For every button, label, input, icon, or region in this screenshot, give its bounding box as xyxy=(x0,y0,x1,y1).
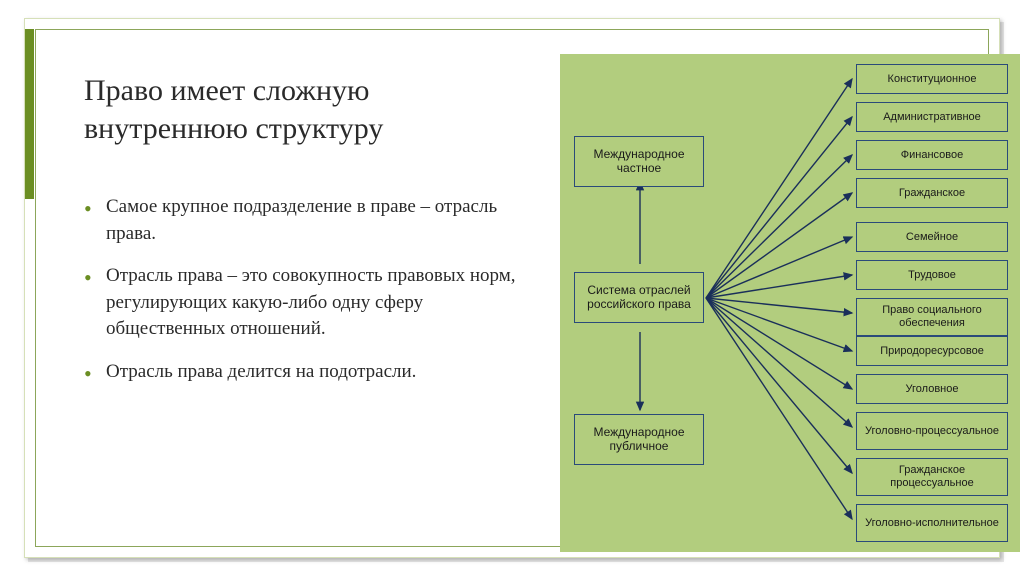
slide-frame: Право имеет сложную внутреннюю структуру… xyxy=(24,18,1000,558)
center-node-intl_public: Международное публичное xyxy=(574,414,704,465)
branch-node: Гражданское xyxy=(856,178,1008,208)
bullet-item: Самое крупное подразделение в праве – от… xyxy=(84,194,524,247)
branch-node: Конституционное xyxy=(856,64,1008,94)
law-branches-diagram: Международное частное Система отраслей ро… xyxy=(560,54,1020,552)
bullet-list: Самое крупное подразделение в праве – от… xyxy=(84,194,524,402)
branch-node: Семейное xyxy=(856,222,1008,252)
branch-node: Уголовно-процессуальное xyxy=(856,412,1008,450)
inner-frame: Право имеет сложную внутреннюю структуру… xyxy=(35,29,989,547)
branch-node: Право социального обеспечения xyxy=(856,298,1008,336)
branch-node: Уголовное xyxy=(856,374,1008,404)
branch-node: Природоресурсовое xyxy=(856,336,1008,366)
branch-node: Уголовно-исполнительное xyxy=(856,504,1008,542)
center-node-system: Система отраслей российского права xyxy=(574,272,704,323)
accent-bar xyxy=(25,29,34,199)
bullet-item: Отрасль права – это совокупность правовы… xyxy=(84,263,524,343)
branch-node: Гражданское процессуальное xyxy=(856,458,1008,496)
bullet-item: Отрасль права делится на подотрасли. xyxy=(84,359,524,386)
center-node-intl_private: Международное частное xyxy=(574,136,704,187)
branch-node: Административное xyxy=(856,102,1008,132)
branch-node: Финансовое xyxy=(856,140,1008,170)
branch-node: Трудовое xyxy=(856,260,1008,290)
slide-title: Право имеет сложную внутреннюю структуру xyxy=(84,72,514,147)
